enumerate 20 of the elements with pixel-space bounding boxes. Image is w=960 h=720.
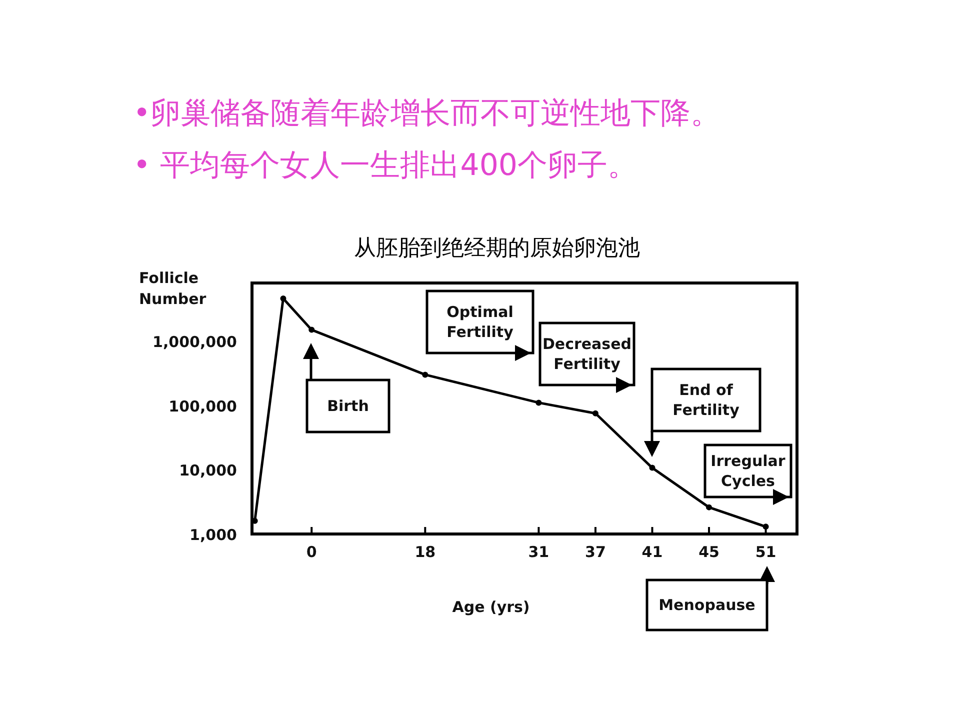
x-tick-label: 37	[585, 543, 606, 561]
x-tick-label: 18	[414, 543, 436, 561]
x-tick-label: 31	[528, 543, 550, 561]
annotation: Decreased Fertility	[542, 335, 632, 373]
y-tick-label: 100,000	[168, 397, 237, 416]
annotation: End of Fertility	[672, 381, 740, 419]
x-axis-title: Age (yrs)	[452, 598, 530, 616]
annotation: Optimal Fertility	[446, 303, 514, 341]
chart-title: 从胚胎到绝经期的原始卵泡池	[354, 236, 640, 261]
x-tick-label: 51	[755, 543, 776, 561]
y-tick-label: 10,000	[179, 462, 237, 480]
text: •卵巢储备随着年龄增长而不可逆性地下降。	[133, 96, 721, 131]
x-tick-label: 45	[698, 543, 720, 561]
y-tick-label: 1,000,000	[152, 333, 237, 352]
annotation: Birth	[327, 397, 369, 415]
y-axis-title: Follicle Number	[139, 269, 207, 308]
x-tick-label: 0	[306, 543, 317, 561]
text: • 平均每个女人一生排出400个卵子。	[133, 148, 638, 183]
y-tick-label: 1,000	[190, 526, 237, 544]
x-tick-label: 41	[642, 543, 663, 561]
